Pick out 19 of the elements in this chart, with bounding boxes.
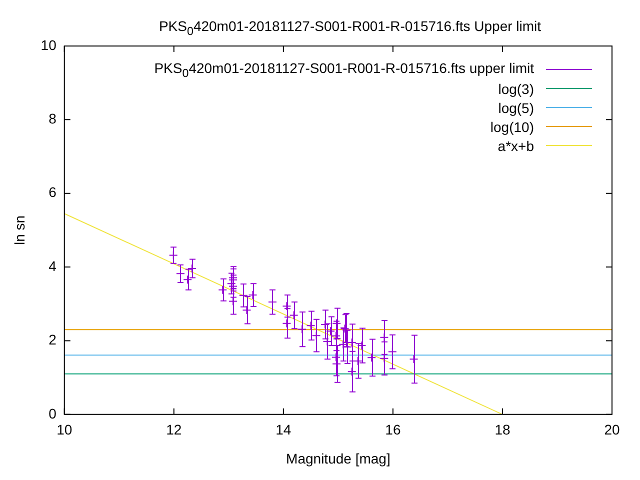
x-tick-label: 12 — [166, 422, 182, 438]
x-tick-label: 18 — [494, 422, 510, 438]
legend-label: log(3) — [498, 80, 534, 96]
x-tick-label: 14 — [276, 422, 292, 438]
y-tick-label: 6 — [48, 184, 57, 200]
y-tick-label: 0 — [48, 405, 57, 422]
legend-label: log(5) — [498, 100, 534, 116]
x-axis-title: Magnitude [mag] — [286, 450, 390, 466]
x-tick-label: 20 — [604, 422, 620, 438]
legend-label: PKS$_{0}$420m01-20181127-S001-R001-R-015716.fts upper limit — [154, 60, 534, 80]
x-tick-label: 16 — [385, 422, 401, 438]
legend-label: a*x+b — [498, 138, 534, 154]
y-tick-label: 4 — [48, 258, 57, 274]
y-tick-label: 2 — [48, 332, 57, 348]
y-tick-label: 10 — [40, 36, 57, 53]
chart-title: PKS$_{0}$420m01-20181127-S001-R001-R-015716.fts Upper limit — [158, 18, 542, 38]
legend-label: log(10) — [490, 118, 534, 134]
y-tick-label: 8 — [48, 110, 57, 127]
y-axis-title: ln sn — [11, 215, 28, 245]
